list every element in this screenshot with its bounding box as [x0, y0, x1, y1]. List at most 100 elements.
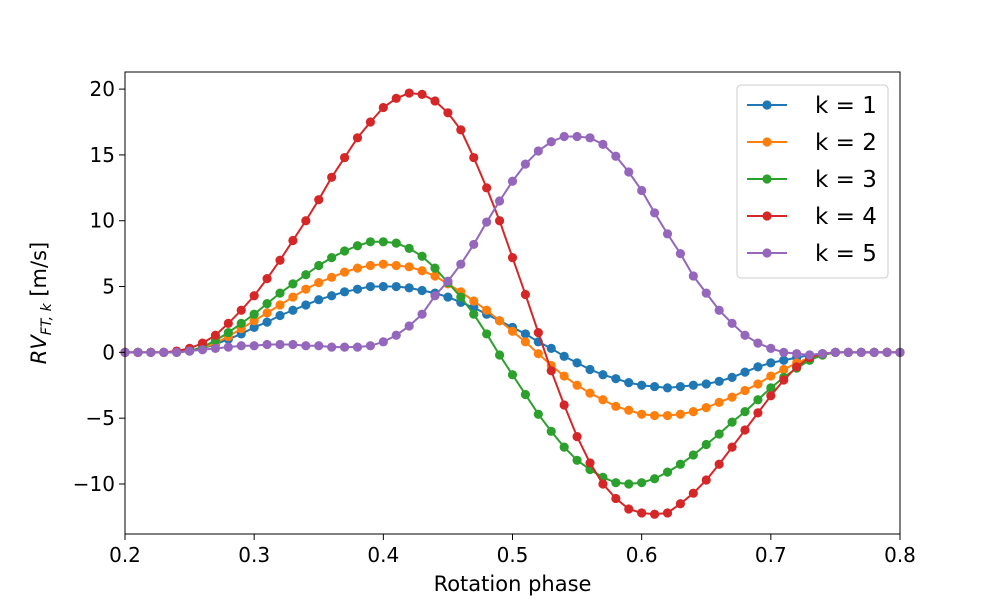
x-tick-label: 0.3 [238, 543, 270, 567]
data-point [882, 347, 892, 357]
data-point [611, 151, 621, 161]
data-point [585, 364, 595, 375]
data-point [714, 459, 724, 469]
data-point [133, 347, 143, 357]
data-point [714, 397, 724, 407]
data-point [611, 493, 621, 504]
data-point [520, 329, 531, 339]
data-point [443, 108, 453, 118]
data-point [533, 409, 543, 419]
data-point [197, 345, 208, 355]
y-tick-label: −10 [73, 472, 115, 496]
data-point [314, 341, 324, 351]
data-point [598, 395, 608, 405]
data-point [249, 322, 259, 332]
y-tick-label: 20 [90, 77, 115, 101]
legend-item: k = 3 [747, 167, 877, 193]
data-point [675, 459, 686, 469]
data-point [637, 508, 647, 518]
data-point [378, 237, 388, 247]
data-point [288, 292, 298, 302]
data-point [430, 271, 440, 281]
data-point [572, 455, 582, 465]
data-point [327, 342, 337, 352]
data-point [482, 217, 492, 227]
data-point [275, 310, 285, 321]
data-point [779, 364, 789, 375]
data-point [249, 309, 259, 319]
data-point [649, 509, 660, 519]
data-point [378, 102, 388, 113]
data-point [701, 403, 711, 413]
data-point [236, 318, 246, 328]
series-layer [120, 88, 905, 519]
data-point [262, 339, 272, 350]
data-point [817, 349, 828, 359]
data-point [740, 425, 750, 435]
data-point [598, 139, 608, 149]
data-point [637, 380, 647, 390]
data-point [766, 358, 776, 368]
y-tick-label: 5 [102, 275, 115, 299]
data-point [443, 292, 453, 302]
y-axis-label-unit: [m/s] [27, 242, 51, 304]
data-point [352, 284, 363, 294]
data-point [546, 366, 556, 376]
data-point [585, 458, 595, 468]
data-point [675, 499, 686, 509]
data-point [249, 341, 259, 351]
data-point [288, 235, 298, 246]
data-point [662, 229, 673, 239]
data-point [675, 249, 686, 259]
data-point [792, 362, 802, 372]
data-point [430, 96, 440, 106]
data-point [301, 270, 311, 280]
data-point [701, 475, 711, 485]
data-point [637, 409, 647, 419]
data-point [352, 263, 363, 273]
series-4 [120, 88, 905, 519]
data-point [624, 405, 634, 415]
x-tick-label: 0.8 [884, 543, 916, 567]
data-point [714, 376, 724, 386]
data-point [559, 442, 569, 452]
data-point [559, 131, 569, 142]
data-point [611, 374, 621, 384]
data-point [378, 337, 388, 347]
data-point [494, 196, 505, 206]
data-point [740, 367, 750, 377]
y-axis-label: RVFT, k [m/s] [27, 242, 55, 364]
data-point [624, 167, 634, 177]
legend-item: k = 1 [747, 93, 877, 119]
data-point [314, 295, 324, 305]
data-point [624, 479, 634, 489]
legend-item: k = 5 [747, 241, 877, 267]
data-point [236, 305, 246, 315]
data-point [249, 316, 259, 326]
data-point [391, 260, 401, 271]
data-point [572, 358, 582, 368]
data-point [869, 347, 879, 357]
data-point [417, 251, 427, 261]
data-point [649, 381, 660, 392]
data-point [701, 288, 711, 298]
data-point [494, 316, 505, 326]
data-point [262, 317, 272, 327]
data-point [223, 318, 233, 328]
data-point [779, 355, 789, 365]
data-point [675, 409, 686, 419]
data-point [507, 252, 518, 263]
data-point [753, 408, 763, 418]
y-tick-label: 15 [90, 143, 115, 167]
data-point [766, 391, 776, 401]
x-axis-label: Rotation phase [434, 572, 592, 596]
legend-box [736, 84, 889, 279]
data-point [546, 137, 556, 147]
data-point [391, 93, 401, 103]
data-point [339, 152, 350, 163]
legend-marker [762, 211, 772, 221]
data-point [507, 326, 518, 336]
data-point [391, 238, 401, 248]
data-point [779, 375, 789, 385]
